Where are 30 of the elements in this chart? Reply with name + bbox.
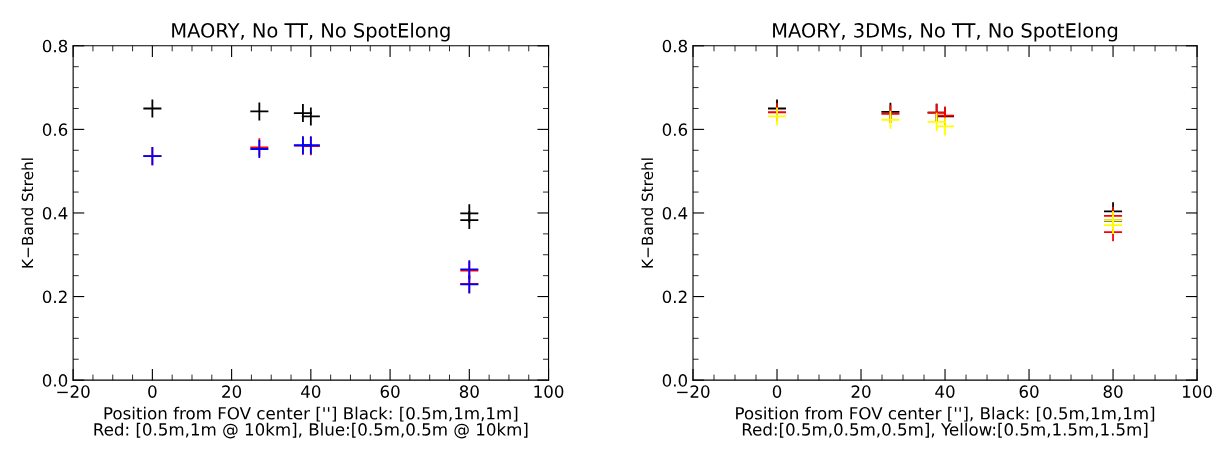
x-tick-label: 0: [772, 385, 782, 398]
x-axis-title: Position from FOV center [''] Black: [0.5m,1m,1m] Red: [0.5m,1m @ 10km], Blue:[0.5m,0.5m @ 10km]: [94, 406, 528, 439]
x-tick-label: 60: [1019, 385, 1039, 398]
y-axis-title: K−Band Strehl: [21, 158, 34, 268]
y-tick-label: 0.6: [42, 123, 68, 136]
x-tick-label: 40: [935, 385, 955, 398]
x-tick-label: 60: [380, 385, 400, 398]
x-tick-label: 100: [1182, 385, 1212, 398]
y-tick-label: 0.6: [662, 123, 688, 136]
x-tick-label: 80: [1103, 385, 1123, 398]
y-tick-label: 0.4: [662, 206, 688, 220]
x-tick-label: 20: [851, 385, 871, 398]
x-tick-label: 0: [148, 385, 157, 398]
y-tick-label: 0.4: [42, 206, 68, 220]
chart-title: MAORY, No TT, No SpotElong: [172, 22, 450, 42]
x-tick-label: −20: [57, 385, 90, 398]
x-tick-label: 40: [301, 385, 321, 398]
y-tick-label: 0.8: [662, 39, 687, 53]
y-axis-title: K−Band Strehl: [641, 158, 654, 268]
chart-title: MAORY, 3DMs, No TT, No SpotElong: [773, 22, 1118, 42]
y-tick-label: 0.0: [42, 374, 68, 387]
y-tick-label: 0.2: [662, 290, 687, 304]
y-tick-label: 0.0: [662, 374, 688, 387]
x-tick-label: 20: [222, 385, 242, 398]
x-tick-label: 80: [459, 385, 479, 398]
x-tick-label: −20: [677, 385, 710, 398]
x-tick-label: 100: [534, 385, 564, 398]
y-tick-label: 0.2: [42, 290, 67, 304]
x-axis-title: Position from FOV center [''], Black: [0.5m,1m,1m] Red:[0.5m,0.5m,0.5m], Yellow:[0.5m,1.5m,1.5m]: [736, 406, 1155, 438]
y-tick-label: 0.8: [42, 39, 68, 53]
